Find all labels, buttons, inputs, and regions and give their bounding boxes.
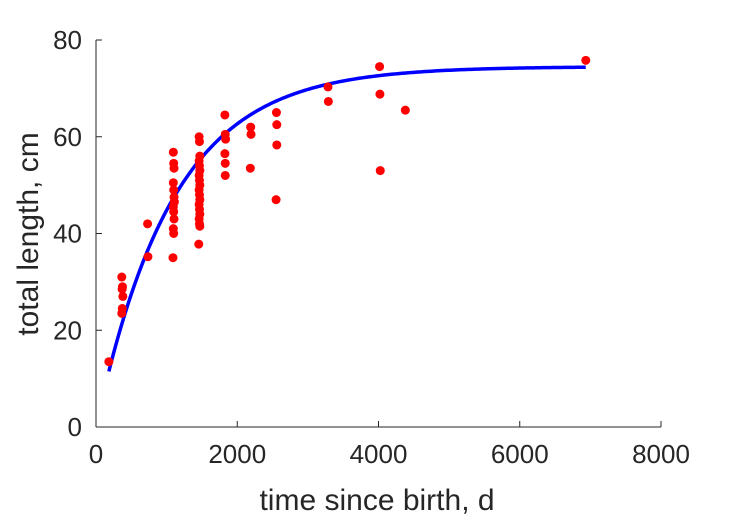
plot-area [104,55,591,372]
data-point [169,163,179,173]
data-point [245,163,255,173]
data-point [272,140,282,150]
data-point [220,170,230,180]
data-point [104,357,114,367]
data-point [168,178,178,188]
data-point [375,62,385,72]
data-point [169,229,179,238]
data-point [220,149,230,159]
ticks: 0 2000 4000 6000 8000 0 20 40 60 80 [53,25,690,469]
data-point [375,89,385,99]
data-point [271,108,281,118]
data-point [117,282,127,292]
data-point [246,129,256,139]
data-point [168,253,178,263]
x-tick-label: 4000 [350,439,408,469]
data-point [169,185,179,195]
data-point [272,120,282,130]
data-point [143,219,153,229]
data-point [221,134,231,144]
data-point [168,147,178,157]
y-tick-label: 80 [53,25,82,55]
y-tick-label: 60 [53,122,82,152]
data-point [323,82,333,92]
data-point [246,122,256,132]
x-axis-label: time since birth, d [259,484,494,517]
data-point [220,158,230,168]
data-point [194,137,204,147]
data-point [118,291,128,301]
x-tick-label: 8000 [632,439,690,469]
y-tick-label: 0 [68,412,82,442]
data-point [581,55,591,65]
data-point [194,239,204,249]
y-tick-label: 20 [53,315,82,345]
x-tick-label: 6000 [491,439,549,469]
data-point [400,105,410,115]
x-tick-label: 2000 [208,439,266,469]
x-tick-label: 0 [89,439,103,469]
data-point [169,207,179,217]
data-point [220,110,230,120]
data-point [143,252,153,262]
data-point [117,308,127,318]
y-axis-label: total length, cm [12,132,45,335]
data-point [169,214,179,224]
data-point [195,221,205,231]
fit-curve [107,65,586,372]
data-point [271,195,281,205]
y-tick-label: 40 [53,219,82,249]
data-point [323,96,333,106]
data-point [117,272,127,282]
data-point [375,166,385,176]
